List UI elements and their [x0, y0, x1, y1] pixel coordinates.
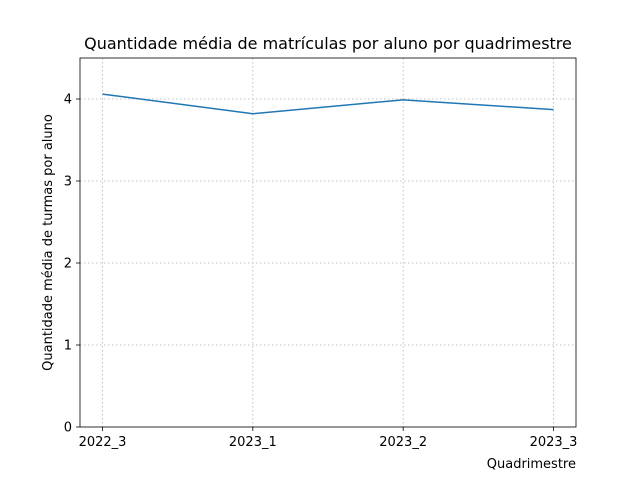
x-tick-label: 2023_3 — [530, 435, 578, 450]
x-tick-label: 2023_1 — [229, 435, 277, 450]
chart-title: Quantidade média de matrículas por aluno… — [84, 34, 572, 53]
grid — [80, 58, 576, 428]
y-axis: 0 1 2 3 4 — [64, 93, 80, 436]
y-tick-label: 4 — [64, 93, 72, 108]
axes-frame — [79, 57, 577, 428]
x-axis-label: Quadrimestre — [487, 457, 576, 472]
plot-area — [102, 93, 554, 115]
y-axis-label: Quantidade média de turmas por aluno — [41, 114, 56, 371]
series-line — [102, 93, 554, 115]
y-tick-label: 0 — [64, 421, 72, 436]
y-tick-label: 3 — [64, 175, 72, 190]
x-tick-label: 2023_2 — [379, 435, 427, 450]
x-tick-label: 2022_3 — [79, 435, 127, 450]
y-tick-label: 1 — [64, 339, 72, 354]
x-axis: 2022_3 2023_1 2023_2 2023_3 — [79, 427, 578, 450]
y-tick-label: 2 — [64, 257, 72, 272]
